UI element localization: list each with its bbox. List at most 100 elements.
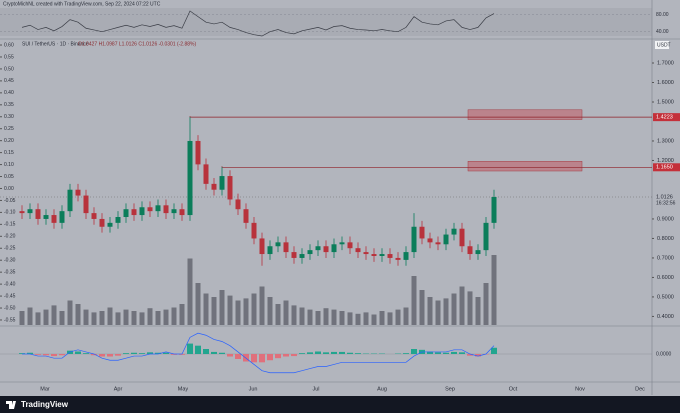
candle-body	[267, 246, 273, 255]
logo	[6, 401, 16, 409]
candle-body	[251, 222, 257, 239]
rsi-line	[21, 10, 495, 37]
volume-bar	[443, 298, 449, 325]
rsi-pane	[0, 8, 652, 36]
volume-bar	[91, 312, 97, 325]
candle-body	[483, 222, 489, 251]
y2-tick-label: -0.45	[4, 293, 16, 299]
macd-bar	[315, 351, 321, 354]
candle-body	[155, 205, 161, 212]
header: CryptoMichNL created with TradingView.co…	[3, 1, 161, 7]
macd-bar	[131, 352, 137, 354]
macd-bar	[171, 354, 177, 355]
candle-body	[131, 209, 137, 216]
volume-bar	[195, 283, 201, 325]
volume-bar	[267, 297, 273, 325]
candle-body	[475, 250, 481, 255]
candle-body	[403, 252, 409, 260]
y-tick-label: 0.9000	[657, 216, 674, 222]
candle-body	[315, 246, 321, 251]
volume-bar	[155, 311, 161, 325]
macd-bar	[451, 351, 457, 354]
candle-body	[291, 252, 297, 258]
macd-bar	[267, 354, 273, 361]
macd-bar	[251, 354, 257, 363]
y-tick-label: 0.5000	[657, 294, 674, 300]
y2-tick-label: 0.00	[4, 186, 14, 192]
candle-body	[355, 248, 361, 253]
volume-bar	[163, 309, 169, 325]
volume-bar	[235, 300, 241, 325]
candle-body	[171, 209, 177, 214]
y2-tick-label: 0.25	[4, 126, 14, 132]
y-tick-label: 1.6000	[657, 80, 674, 86]
y2-tick-label: -0.15	[4, 222, 16, 228]
macd-bar	[187, 343, 193, 354]
volume-bar	[323, 308, 329, 325]
candle-body	[219, 176, 225, 190]
volume-bar	[251, 293, 257, 325]
volume-bar	[227, 295, 233, 325]
macd-line	[22, 332, 495, 374]
volume-bar	[131, 311, 137, 325]
volume-bar	[411, 276, 417, 325]
macd-bar	[411, 349, 417, 354]
y-tick-label: 1.7000	[657, 60, 674, 66]
macd-bar	[459, 352, 465, 354]
volume-bar	[75, 304, 81, 325]
volume-bar	[347, 312, 353, 325]
macd-bar	[123, 353, 129, 354]
volume-bar	[139, 312, 145, 325]
candle-body	[187, 140, 193, 216]
y-tick-label: 0.8000	[657, 236, 674, 242]
candle-body	[235, 199, 241, 210]
x-tick-label: Oct	[509, 386, 518, 392]
candle-body	[323, 246, 329, 253]
macd-bar	[259, 354, 265, 363]
candle-body	[179, 209, 185, 216]
volume-bar	[355, 313, 361, 325]
macd-bar	[227, 354, 233, 357]
candle-body	[203, 164, 209, 184]
macd-bar	[203, 349, 209, 354]
volume-bar	[403, 307, 409, 325]
y2-tick-label: -0.35	[4, 269, 16, 275]
x-tick-label: Jul	[312, 386, 319, 392]
y-tick-label: 0.6000	[657, 275, 674, 281]
candle-body	[443, 234, 449, 245]
macd-bar	[275, 354, 281, 359]
candle-body	[99, 218, 105, 227]
macd-bar	[219, 352, 225, 354]
macd-bar	[491, 347, 497, 354]
y-tick-label: 0.4000	[657, 314, 674, 320]
volume-bar	[467, 291, 473, 325]
macd-bar	[75, 351, 81, 354]
macd-bar	[115, 354, 121, 356]
candle-body	[451, 228, 457, 235]
candle-body	[211, 183, 217, 190]
macd-bar	[427, 351, 433, 354]
candle-body	[419, 226, 425, 239]
candle-body	[275, 242, 281, 247]
volume-bar	[395, 309, 401, 325]
macd-bar	[147, 352, 153, 354]
volume-bar	[43, 309, 49, 325]
volume-bar	[67, 300, 73, 325]
volume-bar	[451, 293, 457, 325]
footer-brand: TradingView	[21, 400, 69, 409]
y2-tick-label: -0.10	[4, 210, 16, 216]
macd-bar	[443, 352, 449, 354]
volume-bar	[307, 309, 313, 325]
rsi-tick-label: 80.00	[656, 12, 669, 18]
candle-body	[67, 189, 73, 212]
volume-bar	[291, 305, 297, 325]
volume-bar	[211, 297, 217, 325]
volume-bar	[315, 311, 321, 325]
candle-body	[283, 242, 289, 253]
candle-body	[107, 222, 113, 227]
macd-bar	[235, 354, 241, 359]
macd-bar	[179, 354, 185, 355]
x-tick-label: Apr	[114, 386, 123, 392]
volume-bar	[371, 314, 377, 325]
macd-bar	[299, 353, 305, 354]
